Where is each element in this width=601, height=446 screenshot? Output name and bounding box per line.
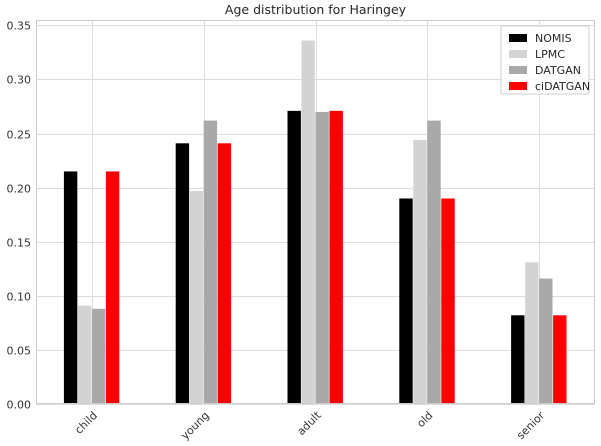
bar-datgan-senior: [539, 278, 553, 404]
y-tick-label: 0.30: [7, 74, 32, 87]
bar-nomis-adult: [287, 110, 301, 404]
y-tick-label: 0.20: [7, 183, 32, 196]
bar-lpmc-child: [77, 305, 92, 404]
x-tick-label-child: child: [72, 409, 100, 437]
x-tick-label-adult: adult: [295, 408, 325, 438]
bar-cidatgan-adult: [329, 110, 343, 404]
legend-swatch-lpmc: [509, 50, 527, 58]
legend-label-nomis: NOMIS: [535, 32, 572, 45]
legend-label-cidatgan: ciDATGAN: [535, 80, 590, 93]
y-tick-label: 0.15: [7, 237, 32, 250]
y-tick-labels: 0.00 0.05 0.10 0.15 0.20 0.25 0.30 0.35: [7, 20, 32, 412]
bars: [63, 40, 567, 405]
bar-lpmc-old: [413, 140, 427, 404]
bar-nomis-young: [175, 143, 190, 404]
bar-cidatgan-child: [105, 171, 120, 404]
bar-lpmc-adult: [301, 40, 315, 404]
bar-nomis-senior: [511, 315, 525, 404]
bar-datgan-adult: [315, 111, 329, 404]
x-tick-label-young: young: [178, 409, 211, 442]
legend: NOMIS LPMC DATGAN ciDATGAN: [500, 25, 590, 95]
bar-cidatgan-senior: [553, 315, 567, 404]
legend-swatch-datgan: [509, 66, 527, 74]
y-tick-label: 0.35: [7, 20, 32, 33]
bar-lpmc-senior: [525, 262, 539, 404]
chart-title: Age distribution for Haringey: [225, 2, 407, 17]
x-tick-labels: child young adult old senior: [72, 408, 547, 442]
bar-datgan-young: [203, 120, 218, 405]
plot-frame: [36, 20, 595, 404]
bar-datgan-old: [427, 120, 441, 405]
legend-label-datgan: DATGAN: [535, 64, 581, 77]
y-tick-label: 0.05: [7, 345, 32, 358]
legend-box: [500, 25, 590, 95]
x-tick-label-senior: senior: [514, 409, 547, 442]
bar-nomis-old: [399, 198, 413, 404]
bar-cidatgan-young: [217, 143, 232, 404]
bar-datgan-child: [91, 308, 106, 404]
y-tick-label: 0.00: [7, 399, 32, 412]
legend-swatch-nomis: [509, 34, 527, 42]
x-tick-label-old: old: [414, 409, 435, 430]
legend-swatch-cidatgan: [509, 82, 527, 90]
bar-cidatgan-old: [441, 198, 455, 404]
bar-nomis-child: [63, 171, 78, 404]
y-tick-label: 0.25: [7, 129, 32, 142]
bar-lpmc-young: [189, 190, 204, 404]
legend-label-lpmc: LPMC: [535, 48, 565, 61]
y-tick-label: 0.10: [7, 291, 32, 304]
